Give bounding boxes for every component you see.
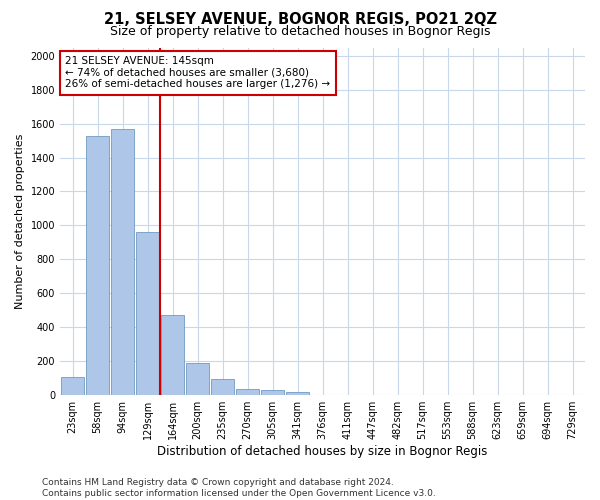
Bar (86, 136, 109, 394)
Text: 21 SELSEY AVENUE: 145sqm
← 74% of detached houses are smaller (3,680)
26% of sem: 21 SELSEY AVENUE: 145sqm ← 74% of detach… (65, 56, 331, 90)
Bar (161, 315, 184, 394)
Text: Contains HM Land Registry data © Crown copyright and database right 2024.
Contai: Contains HM Land Registry data © Crown c… (42, 478, 436, 498)
Bar (261, 390, 284, 394)
Bar (111, 129, 134, 394)
Bar (61, 377, 84, 394)
Bar (236, 389, 259, 394)
Y-axis label: Number of detached properties: Number of detached properties (15, 134, 25, 309)
Bar (186, 362, 209, 394)
Text: 21, SELSEY AVENUE, BOGNOR REGIS, PO21 2QZ: 21, SELSEY AVENUE, BOGNOR REGIS, PO21 2Q… (104, 12, 497, 28)
Bar (136, 232, 159, 394)
Bar (286, 392, 309, 394)
X-axis label: Distribution of detached houses by size in Bognor Regis: Distribution of detached houses by size … (157, 444, 488, 458)
Text: Size of property relative to detached houses in Bognor Regis: Size of property relative to detached ho… (110, 25, 490, 38)
Bar (211, 380, 234, 394)
